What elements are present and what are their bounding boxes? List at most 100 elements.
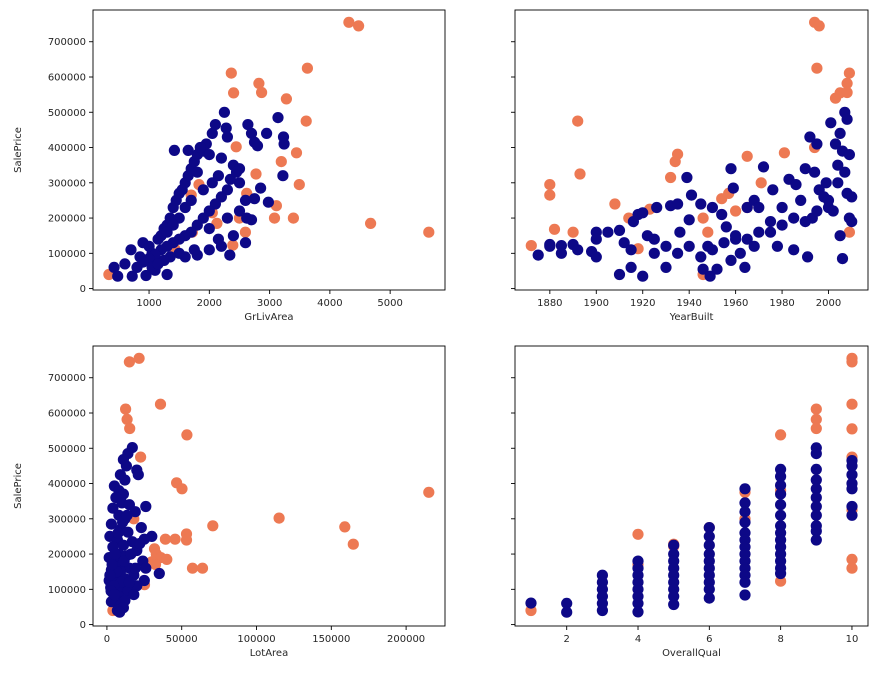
x-tick-label: 1920 xyxy=(630,298,655,309)
x-axis-label: LotArea xyxy=(250,648,288,659)
scatter-point-inliers xyxy=(790,179,802,191)
y-tick-label: 0 xyxy=(80,620,86,631)
scatter-point-outliers xyxy=(293,179,305,191)
scatter-point-inliers xyxy=(120,460,132,472)
scatter-point-inliers xyxy=(775,479,787,491)
scatter-point-inliers xyxy=(613,268,626,281)
scatter-point-inliers xyxy=(203,149,215,161)
scatter-point-inliers xyxy=(739,589,751,601)
scatter-point-outliers xyxy=(609,198,621,210)
scatter-point-inliers xyxy=(706,244,719,256)
scatter-point-inliers xyxy=(126,270,138,282)
scatter-point-inliers xyxy=(775,488,787,500)
scatter-point-outliers xyxy=(250,168,262,180)
scatter-point-inliers xyxy=(596,604,609,617)
x-tick-label: 1900 xyxy=(584,298,609,309)
scatter-point-inliers xyxy=(846,509,858,521)
scatter-point-inliers xyxy=(820,177,832,189)
scatter-point-inliers xyxy=(572,244,584,256)
scatter-point-inliers xyxy=(122,526,134,538)
scatter-point-inliers xyxy=(212,233,224,245)
scatter-point-inliers xyxy=(775,567,787,580)
scatter-point-inliers xyxy=(799,163,811,175)
y-tick-label: 600000 xyxy=(48,73,86,84)
scatter-point-inliers xyxy=(618,237,630,249)
scatter-point-inliers xyxy=(109,548,121,560)
scatter-point-inliers xyxy=(811,205,823,217)
scatter-point-outliers xyxy=(273,512,285,524)
points-layer xyxy=(103,16,435,282)
scatter-point-inliers xyxy=(140,562,152,574)
scatter-point-inliers xyxy=(241,212,253,224)
scatter-point-outliers xyxy=(846,423,858,435)
x-tick-label: 0 xyxy=(104,634,110,645)
scatter-point-inliers xyxy=(843,149,856,161)
scatter-point-outliers xyxy=(755,177,767,189)
scatter-point-inliers xyxy=(748,240,760,252)
scatter-point-inliers xyxy=(668,590,680,603)
scatter-point-inliers xyxy=(775,499,787,511)
scatter-point-inliers xyxy=(810,448,822,460)
scatter-point-inliers xyxy=(108,589,120,601)
scatter-point-inliers xyxy=(703,522,715,534)
scatter-point-inliers xyxy=(206,127,218,139)
y-tick-label: 700000 xyxy=(48,37,86,48)
scatter-point-outliers xyxy=(702,226,714,238)
scatter-point-inliers xyxy=(725,254,737,266)
scatter-point-outliers xyxy=(207,520,219,532)
y-tick-label: 600000 xyxy=(48,409,86,420)
scatter-point-inliers xyxy=(841,113,853,125)
x-axis-label: GrLivArea xyxy=(244,312,293,323)
scatter-point-inliers xyxy=(261,127,273,139)
scatter-point-outliers xyxy=(841,86,853,99)
scatter-point-outliers xyxy=(813,20,825,32)
scatter-point-inliers xyxy=(561,597,573,610)
scatter-point-inliers xyxy=(168,144,180,156)
scatter-point-outliers xyxy=(239,226,251,238)
scatter-point-outliers xyxy=(697,212,709,224)
scatter-point-inliers xyxy=(695,251,707,263)
scatter-point-inliers xyxy=(776,201,788,214)
scatter-point-inliers xyxy=(590,233,602,245)
scatter-point-outliers xyxy=(730,205,742,217)
scatter-point-inliers xyxy=(262,196,274,208)
scatter-point-outliers xyxy=(227,239,239,251)
scatter-point-inliers xyxy=(775,470,787,483)
scatter-point-inliers xyxy=(810,509,822,521)
scatter-point-outliers xyxy=(256,86,268,99)
y-tick-label: 100000 xyxy=(48,585,86,596)
scatter-point-inliers xyxy=(191,166,203,178)
scatter-point-outliers xyxy=(180,534,193,546)
scatter-point-inliers xyxy=(132,469,144,481)
scatter-point-outliers xyxy=(287,212,299,224)
scatter-point-inliers xyxy=(739,483,751,495)
scatter-point-outliers xyxy=(572,115,584,127)
x-tick-label: 4000 xyxy=(317,298,342,309)
scatter-point-inliers xyxy=(118,555,130,567)
x-tick-label: 1960 xyxy=(723,298,748,309)
scatter-point-inliers xyxy=(242,119,254,131)
scatter-point-outliers xyxy=(544,179,556,191)
y-tick-label: 500000 xyxy=(48,108,86,119)
scatter-point-inliers xyxy=(711,263,723,275)
x-tick-label: 6 xyxy=(706,634,712,645)
y-tick-label: 100000 xyxy=(48,249,86,260)
scatter-point-inliers xyxy=(173,247,185,259)
y-tick-label: 400000 xyxy=(48,143,86,154)
scatter-point-outliers xyxy=(300,115,312,127)
scatter-point-outliers xyxy=(567,226,579,238)
scatter-point-inliers xyxy=(245,127,258,139)
scatter-point-inliers xyxy=(105,518,117,530)
scatter-point-inliers xyxy=(221,131,233,143)
scatter-point-outliers xyxy=(574,168,586,180)
y-tick-label: 300000 xyxy=(48,514,86,525)
scatter-point-inliers xyxy=(730,230,742,242)
scatter-point-inliers xyxy=(248,193,261,205)
axes-frame xyxy=(514,9,869,291)
scatter-point-inliers xyxy=(767,184,779,196)
y-axis-label: SalePrice xyxy=(13,463,24,509)
scatter-point-inliers xyxy=(739,261,751,273)
x-tick-label: 50000 xyxy=(166,634,198,645)
scatter-point-outliers xyxy=(423,486,435,498)
scatter-point-outliers xyxy=(846,398,858,410)
